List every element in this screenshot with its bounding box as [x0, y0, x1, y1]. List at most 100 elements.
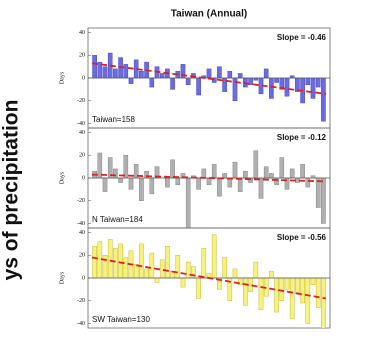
bar	[113, 168, 118, 179]
bar	[149, 77, 155, 88]
bar	[175, 255, 181, 279]
bar	[295, 177, 300, 183]
bar	[92, 245, 97, 279]
bar	[295, 277, 300, 295]
bar	[185, 261, 191, 279]
y-axis-label: Days	[59, 171, 65, 184]
trend-line	[91, 256, 327, 300]
y-axis-label: Days	[59, 271, 65, 284]
bar	[305, 77, 311, 86]
bar	[269, 77, 274, 99]
bar	[139, 70, 144, 79]
bar	[289, 277, 295, 320]
bar	[315, 277, 321, 308]
bar	[139, 177, 144, 201]
bar	[206, 68, 212, 79]
bar	[123, 155, 129, 179]
bar	[206, 177, 212, 186]
y-tick-label: -40	[77, 321, 85, 327]
bar	[274, 177, 279, 186]
bar	[211, 234, 217, 279]
bar	[185, 177, 191, 228]
y-tick-label: -20	[77, 98, 85, 104]
bar	[196, 177, 201, 190]
slope-annotation: Slope = -0.46	[277, 33, 327, 42]
bar	[253, 150, 259, 179]
bar	[263, 166, 269, 179]
bar	[175, 177, 181, 186]
bar	[201, 248, 207, 279]
bar	[113, 68, 118, 79]
bar	[92, 55, 97, 79]
y-tick-label: 40	[79, 30, 85, 36]
bar	[321, 77, 326, 122]
chart-title: Taiwan (Annual)	[171, 9, 247, 20]
y-tick-label: 0	[82, 75, 85, 81]
y-tick-label: -20	[77, 198, 85, 204]
bar	[222, 173, 227, 179]
y-tick-label: 40	[79, 230, 85, 236]
bar	[170, 77, 175, 90]
bar	[243, 170, 248, 179]
bar	[305, 277, 311, 324]
y-tick-label: -20	[77, 298, 85, 304]
bar	[237, 177, 243, 192]
y-tick-label: 40	[79, 130, 85, 136]
bar	[217, 177, 222, 197]
side-label: ys of precipitation	[0, 100, 23, 281]
bar	[300, 277, 305, 304]
y-tick-label: 20	[79, 153, 85, 159]
bar	[159, 73, 165, 79]
bar	[159, 259, 165, 279]
bar	[284, 277, 290, 290]
bar	[102, 66, 108, 79]
bar	[269, 173, 274, 179]
bar	[128, 77, 134, 84]
bar	[201, 168, 207, 179]
bar	[118, 177, 123, 183]
y-tick-label: -40	[77, 221, 85, 227]
bar	[274, 77, 279, 83]
trend-line	[91, 173, 327, 183]
y-tick-label: -40	[77, 121, 85, 127]
bar	[107, 239, 113, 279]
bar	[222, 257, 227, 279]
bar	[310, 277, 316, 286]
bar	[269, 270, 274, 279]
bar	[128, 177, 134, 190]
bar	[227, 70, 233, 79]
slope-annotation: Slope = -0.12	[277, 133, 327, 142]
bar	[139, 243, 144, 279]
bar	[300, 164, 305, 179]
trend-line	[91, 62, 327, 95]
bar	[165, 177, 170, 188]
bar	[315, 77, 321, 88]
bar	[237, 73, 243, 79]
y-tick-label: 20	[79, 253, 85, 259]
bar	[154, 277, 160, 283]
bar	[102, 177, 108, 192]
y-axis-label: Days	[59, 71, 65, 84]
y-tick-label: 0	[82, 275, 85, 281]
bar	[123, 257, 129, 279]
bar	[185, 77, 191, 86]
bar	[144, 268, 149, 279]
bar	[258, 177, 264, 199]
bar	[310, 77, 316, 99]
bar	[113, 248, 118, 279]
y-tick-label: 0	[82, 175, 85, 181]
region-label: N Taiwan=184	[92, 215, 143, 224]
bar	[274, 277, 279, 313]
bar	[123, 64, 129, 79]
bar	[217, 66, 222, 79]
bar	[211, 164, 217, 179]
bar	[232, 161, 238, 179]
bar	[263, 68, 269, 79]
bar	[279, 157, 285, 179]
bar	[180, 277, 186, 288]
bar	[149, 177, 155, 195]
bar	[118, 243, 123, 279]
bar	[284, 77, 290, 97]
bar	[196, 77, 201, 96]
